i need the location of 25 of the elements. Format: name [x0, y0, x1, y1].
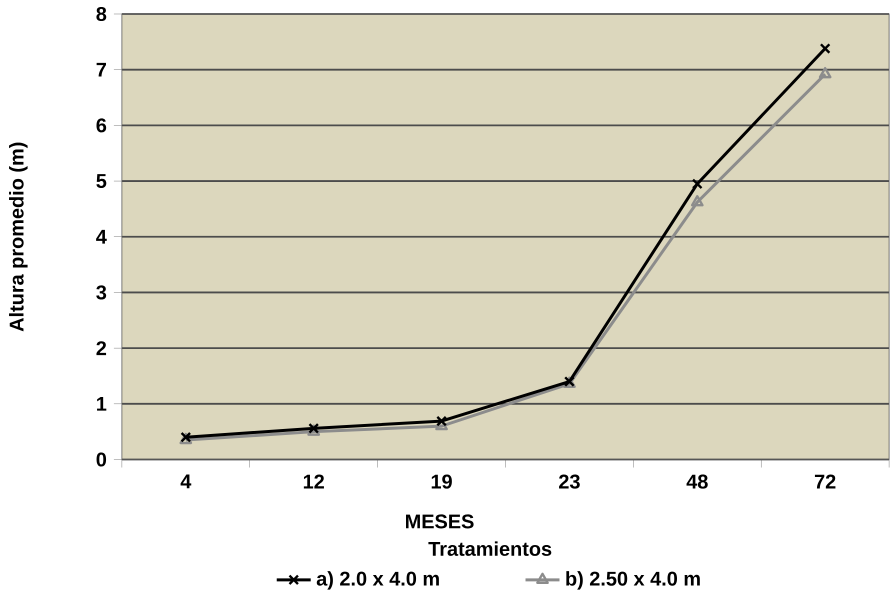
legend-label: b) 2.50 x 4.0 m: [566, 570, 700, 590]
y-tick-label: 3: [96, 285, 106, 300]
y-tick-label: 2: [96, 341, 106, 355]
y-tick-label: 4: [96, 230, 107, 244]
y-tick-label: 0: [96, 452, 106, 466]
legend-title: Tratamientos: [428, 541, 552, 556]
y-tick-label: 8: [96, 6, 106, 21]
x-axis-title: MESES: [406, 514, 474, 528]
x-tick-label: 23: [559, 474, 580, 488]
x-tick-label: 19: [432, 474, 452, 488]
point: [690, 194, 704, 206]
point: [692, 178, 703, 190]
point: [436, 415, 447, 426]
x-tick-label: 12: [304, 474, 324, 488]
legend-label: a) 2.0 x 4.0 m: [316, 570, 439, 590]
y-tick-label: 5: [96, 174, 106, 188]
x-tick-label: 4: [180, 474, 192, 488]
y-tick-label: 7: [96, 62, 106, 76]
x-tick-label: 48: [686, 474, 708, 488]
x-tick-label: 72: [814, 474, 836, 488]
point: [820, 42, 831, 54]
point: [818, 66, 832, 78]
y-tick-label: 1: [97, 396, 106, 410]
y-axis-title: Altura promedio (m): [9, 142, 28, 332]
y-tick-label: 6: [96, 118, 106, 132]
